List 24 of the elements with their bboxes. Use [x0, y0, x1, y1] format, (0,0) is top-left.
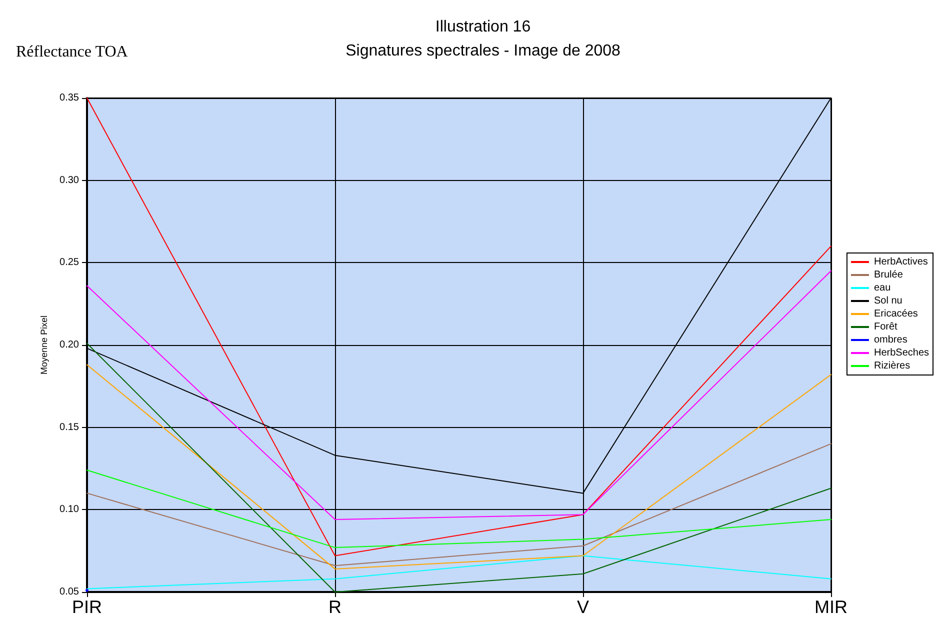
legend-label: Sol nu: [874, 296, 902, 306]
legend-label: Ericacées: [874, 308, 918, 320]
y-tick-label: 0.05: [60, 586, 80, 598]
y-tick-label: 0.20: [60, 340, 80, 350]
y-axis-title: Moyenne Pixel: [39, 315, 50, 375]
chart-title: Illustration 16: [435, 18, 531, 36]
y-tick-label: 0.10: [60, 504, 80, 516]
x-tick-label: PIR: [72, 597, 102, 617]
x-tick-label: MIR: [814, 597, 848, 617]
legend-label: eau: [874, 282, 891, 294]
legend-label: HerbSeches: [874, 348, 929, 358]
x-tick-label: V: [576, 597, 590, 617]
legend-label: Forêt: [874, 322, 898, 332]
chart-subtitle: Signatures spectrales - Image de 2008: [346, 42, 621, 60]
y-tick-label: 0.30: [60, 174, 80, 186]
y-tick-label: 0.35: [60, 92, 80, 104]
legend-label: Brulée: [874, 270, 904, 280]
text: Réflectance TOA: [16, 44, 128, 60]
legend-label: Rizières: [874, 360, 910, 372]
x-tick-label: R: [328, 597, 342, 617]
y-tick-label: 0.15: [60, 422, 80, 433]
y-tick-label: 0.25: [60, 257, 80, 268]
legend-label: HerbActives: [874, 256, 928, 268]
legend-label: ombres: [874, 334, 908, 346]
